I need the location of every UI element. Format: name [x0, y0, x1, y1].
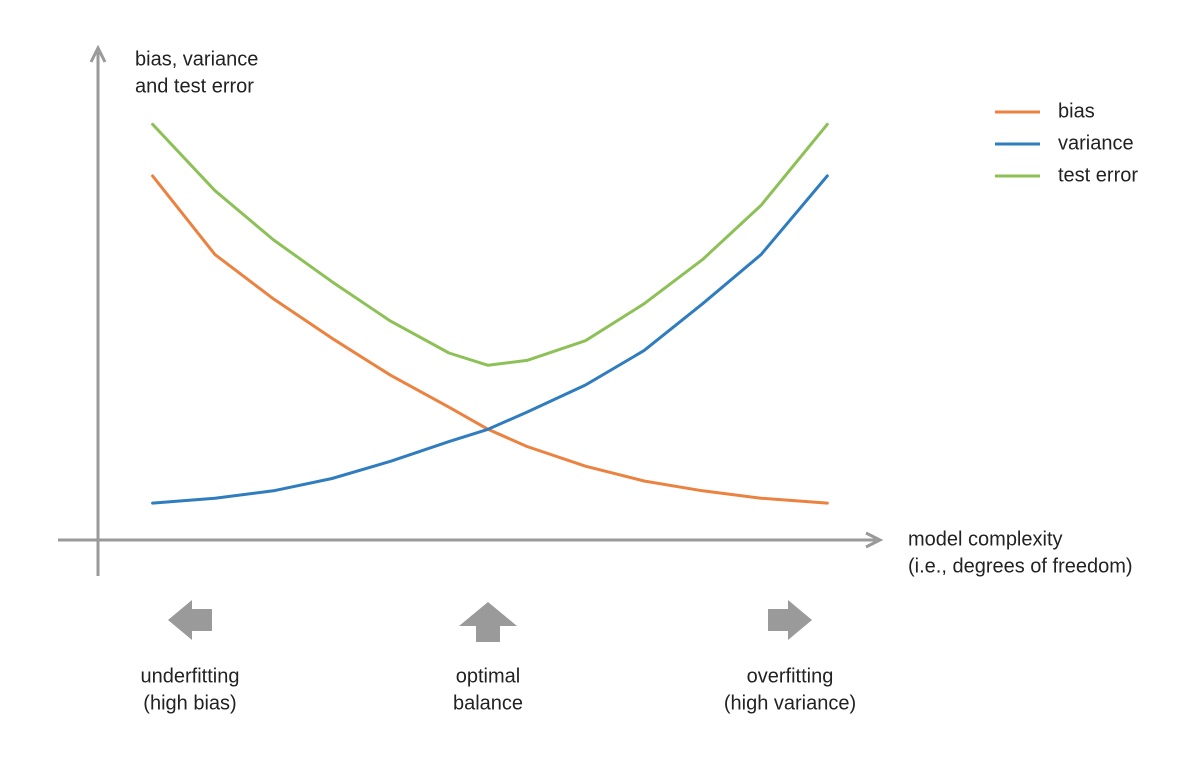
- annotation-arrow: [168, 600, 212, 640]
- x-axis-label: model complexity: [908, 528, 1063, 550]
- x-axis-arrow: [865, 531, 884, 549]
- legend-label: test error: [1058, 164, 1138, 186]
- legend-label: bias: [1058, 100, 1095, 122]
- y-axis-label: and test error: [135, 75, 254, 97]
- annotation-label: (high bias): [143, 692, 236, 714]
- axes: [58, 44, 884, 576]
- annotation-arrow: [768, 600, 812, 640]
- x-axis-label: (i.e., degrees of freedom): [908, 555, 1133, 577]
- annotation-arrow: [459, 602, 517, 642]
- y-axis-label: bias, variance: [135, 48, 258, 70]
- y-axis-arrow: [89, 44, 107, 63]
- annotation-label: optimal: [456, 665, 520, 687]
- line-series: [151, 122, 829, 367]
- annotation-label: balance: [453, 692, 523, 714]
- annotation-label: underfitting: [141, 665, 240, 687]
- legend-label: variance: [1058, 132, 1134, 154]
- annotation-label: (high variance): [724, 692, 856, 714]
- line-series: [151, 174, 829, 505]
- annotation-label: overfitting: [747, 665, 834, 687]
